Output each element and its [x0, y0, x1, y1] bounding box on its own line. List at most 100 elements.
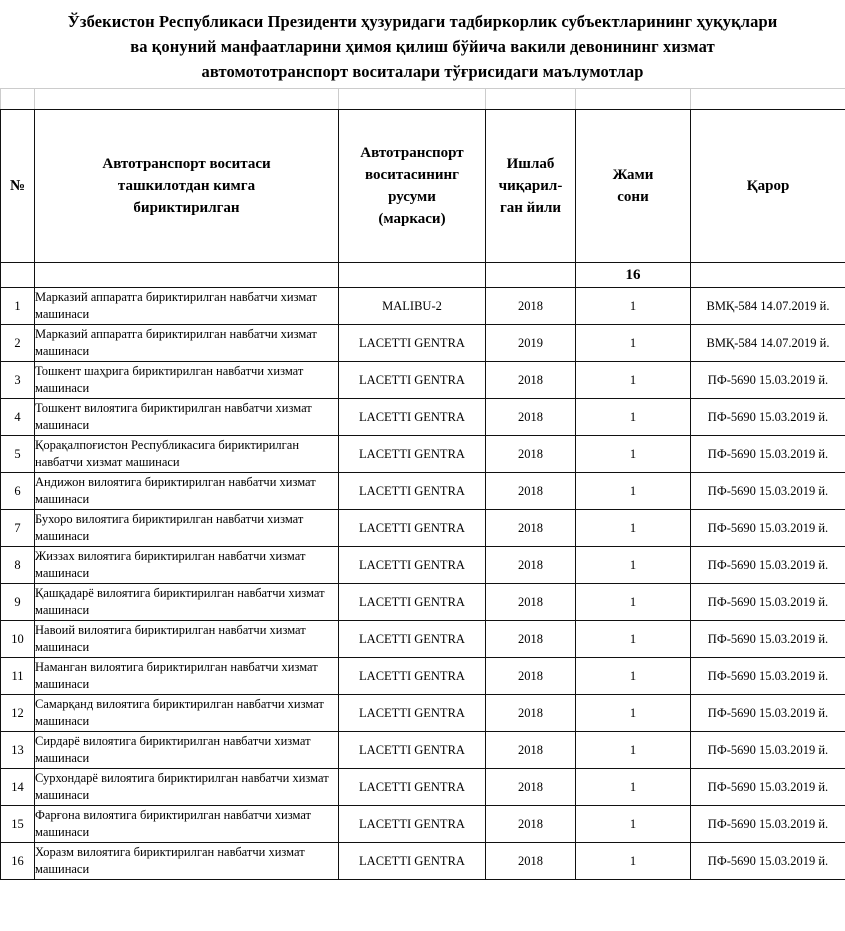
- header-model-line-3: русуми: [388, 189, 436, 205]
- cell-organization: Қашқадарё вилоятига бириктирилган навбат…: [34, 583, 339, 621]
- table-row: 15 Фарғона вилоятига бириктирилган навбат…: [0, 805, 845, 843]
- cell-count: 1: [575, 324, 691, 362]
- cell-row-number: 1: [0, 287, 35, 325]
- table-row: 3 Тошкент шаҳрига бириктирилган навбатчи …: [0, 361, 845, 399]
- cell-year: 2018: [485, 694, 576, 732]
- table-row: 12 Самарқанд вилоятига бириктирилган навб…: [0, 694, 845, 732]
- cell-row-number: 15: [0, 805, 35, 843]
- table-row: 1 Марказий аппаратга бириктирилган навбат…: [0, 287, 845, 325]
- cell-decision: ПФ-5690 15.03.2019 й.: [690, 361, 845, 399]
- cell-decision: ПФ-5690 15.03.2019 й.: [690, 731, 845, 769]
- cell-year: 2018: [485, 361, 576, 399]
- cell-count: 1: [575, 805, 691, 843]
- cell-count: 1: [575, 620, 691, 658]
- cell-organization: Хоразм вилоятига бириктирилган навбатчи …: [34, 842, 339, 880]
- cell-decision: ПФ-5690 15.03.2019 й.: [690, 768, 845, 806]
- cell-organization: Сирдарё вилоятига бириктирилган навбатчи…: [34, 731, 339, 769]
- cell-year: 2018: [485, 287, 576, 325]
- cell-year: 2018: [485, 435, 576, 473]
- cell-row-number: 4: [0, 398, 35, 436]
- cell-year: 2019: [485, 324, 576, 362]
- cell-decision: ПФ-5690 15.03.2019 й.: [690, 805, 845, 843]
- cell-organization: Бухоро вилоятига бириктирилган навбатчи …: [34, 509, 339, 547]
- column-header-organization: Автотранспорт воситаси ташкилотдан кимга…: [34, 109, 339, 263]
- cell-decision: ПФ-5690 15.03.2019 й.: [690, 842, 845, 880]
- cell-organization: Андижон вилоятига бириктирилган навбатчи…: [34, 472, 339, 510]
- table-total-row: 16: [0, 262, 845, 288]
- cell-model: LACETTI GENTRA: [338, 398, 486, 436]
- table-row: 14 Сурхондарё вилоятига бириктирилган нав…: [0, 768, 845, 806]
- cell-year: 2018: [485, 583, 576, 621]
- cell-year: 2018: [485, 731, 576, 769]
- cell-year: 2018: [485, 398, 576, 436]
- cell-model: LACETTI GENTRA: [338, 361, 486, 399]
- cell-year: 2018: [485, 620, 576, 658]
- table-row: 9 Қашқадарё вилоятига бириктирилган навба…: [0, 583, 845, 621]
- cell-count: 1: [575, 657, 691, 695]
- cell-row-number: 13: [0, 731, 35, 769]
- cell-model: MALIBU-2: [338, 287, 486, 325]
- spacer-cell: [338, 88, 486, 110]
- cell-organization: Марказий аппаратга бириктирилган навбатч…: [34, 287, 339, 325]
- cell-model: LACETTI GENTRA: [338, 435, 486, 473]
- cell-decision: ПФ-5690 15.03.2019 й.: [690, 657, 845, 695]
- header-count-line-2: сони: [617, 189, 649, 205]
- cell-decision: ПФ-5690 15.03.2019 й.: [690, 435, 845, 473]
- cell-row-number: 12: [0, 694, 35, 732]
- cell-row-number: 8: [0, 546, 35, 584]
- cell-year: 2018: [485, 768, 576, 806]
- cell-organization: Фарғона вилоятига бириктирилган навбатчи…: [34, 805, 339, 843]
- table-row: 5 Қорақалпоғистон Республикасига бириктир…: [0, 435, 845, 473]
- table-row: 16 Хоразм вилоятига бириктирилган навбатч…: [0, 842, 845, 880]
- cell-model: LACETTI GENTRA: [338, 805, 486, 843]
- cell-count: 1: [575, 583, 691, 621]
- cell-decision: ПФ-5690 15.03.2019 й.: [690, 509, 845, 547]
- header-count-line-1: Жами: [612, 167, 654, 183]
- cell-year: 2018: [485, 842, 576, 880]
- cell-count: 1: [575, 731, 691, 769]
- cell-model: LACETTI GENTRA: [338, 324, 486, 362]
- cell-organization: Сурхондарё вилоятига бириктирилган навба…: [34, 768, 339, 806]
- cell-model: LACETTI GENTRA: [338, 768, 486, 806]
- cell-decision: ВМҚ-584 14.07.2019 й.: [690, 324, 845, 362]
- cell-organization: Тошкент шаҳрига бириктирилган навбатчи х…: [34, 361, 339, 399]
- cell-organization: Марказий аппаратга бириктирилган навбатч…: [34, 324, 339, 362]
- cell-model: LACETTI GENTRA: [338, 842, 486, 880]
- title-line-2: ва қонуний манфаатларини ҳимоя қилиш бўй…: [130, 37, 715, 56]
- cell-count: 1: [575, 435, 691, 473]
- cell-decision: ПФ-5690 15.03.2019 й.: [690, 583, 845, 621]
- header-model-line-4: (маркаси): [378, 211, 446, 227]
- table-row: 11 Наманган вилоятига бириктирилган навба…: [0, 657, 845, 695]
- column-header-year: Ишлаб чиқарил- ган йили: [485, 109, 576, 263]
- cell-organization: Жиззах вилоятига бириктирилган навбатчи …: [34, 546, 339, 584]
- cell-organization: Қорақалпоғистон Республикасига бириктири…: [34, 435, 339, 473]
- cell-organization: Самарқанд вилоятига бириктирилган навбат…: [34, 694, 339, 732]
- cell-year: 2018: [485, 472, 576, 510]
- cell-model: LACETTI GENTRA: [338, 657, 486, 695]
- cell-decision: ПФ-5690 15.03.2019 й.: [690, 398, 845, 436]
- column-header-number: №: [0, 109, 35, 263]
- column-header-count: Жами сони: [575, 109, 691, 263]
- spacer-cell: [690, 88, 845, 110]
- total-empty-model: [338, 262, 486, 288]
- total-empty-year: [485, 262, 576, 288]
- cell-row-number: 9: [0, 583, 35, 621]
- total-empty-organization: [34, 262, 339, 288]
- header-org-line-3: бириктирилган: [133, 200, 240, 216]
- table-row: 2 Марказий аппаратга бириктирилган навбат…: [0, 324, 845, 362]
- cell-organization: Навоий вилоятига бириктирилган навбатчи …: [34, 620, 339, 658]
- header-model-line-1: Автотранспорт: [360, 145, 464, 161]
- cell-row-number: 6: [0, 472, 35, 510]
- cell-count: 1: [575, 361, 691, 399]
- column-header-model: Автотранспорт воситасининг русуми (марка…: [338, 109, 486, 263]
- title-line-1: Ўзбекистон Республикаси Президенти ҳузур…: [67, 12, 778, 31]
- spacer-cell: [0, 88, 35, 110]
- cell-model: LACETTI GENTRA: [338, 620, 486, 658]
- spacer-cell: [575, 88, 691, 110]
- cell-count: 1: [575, 398, 691, 436]
- total-count-value: 16: [575, 262, 691, 288]
- cell-count: 1: [575, 546, 691, 584]
- cell-row-number: 3: [0, 361, 35, 399]
- cell-organization: Наманган вилоятига бириктирилган навбатч…: [34, 657, 339, 695]
